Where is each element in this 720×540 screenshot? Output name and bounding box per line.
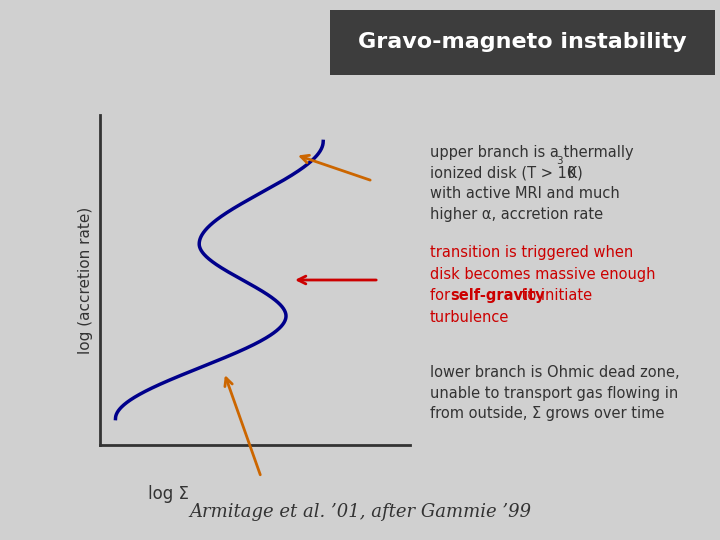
Text: disk becomes massive enough: disk becomes massive enough — [430, 267, 655, 281]
Text: lower branch is Ohmic dead zone,: lower branch is Ohmic dead zone, — [430, 365, 680, 380]
Text: 3: 3 — [556, 156, 562, 166]
Text: higher α, accretion rate: higher α, accretion rate — [430, 207, 603, 221]
Text: transition is triggered when: transition is triggered when — [430, 245, 634, 260]
Text: Armitage et al. ’01, after Gammie ’99: Armitage et al. ’01, after Gammie ’99 — [189, 503, 531, 521]
Text: self-gravity: self-gravity — [450, 288, 545, 303]
Text: log Σ: log Σ — [148, 484, 189, 503]
Text: ionized disk (T > 10: ionized disk (T > 10 — [430, 166, 576, 180]
Text: turbulence: turbulence — [430, 310, 509, 325]
Text: unable to transport gas flowing in: unable to transport gas flowing in — [430, 386, 678, 401]
Text: K): K) — [563, 166, 583, 180]
Text: Gravo-magneto instability: Gravo-magneto instability — [358, 32, 687, 52]
Text: for: for — [430, 288, 455, 303]
Y-axis label: log (accretion rate): log (accretion rate) — [78, 206, 93, 354]
Text: from outside, Σ grows over time: from outside, Σ grows over time — [430, 406, 665, 421]
Text: with active MRI and much: with active MRI and much — [430, 186, 620, 201]
Text: to initiate: to initiate — [517, 288, 593, 303]
Text: upper branch is a thermally: upper branch is a thermally — [430, 145, 634, 160]
